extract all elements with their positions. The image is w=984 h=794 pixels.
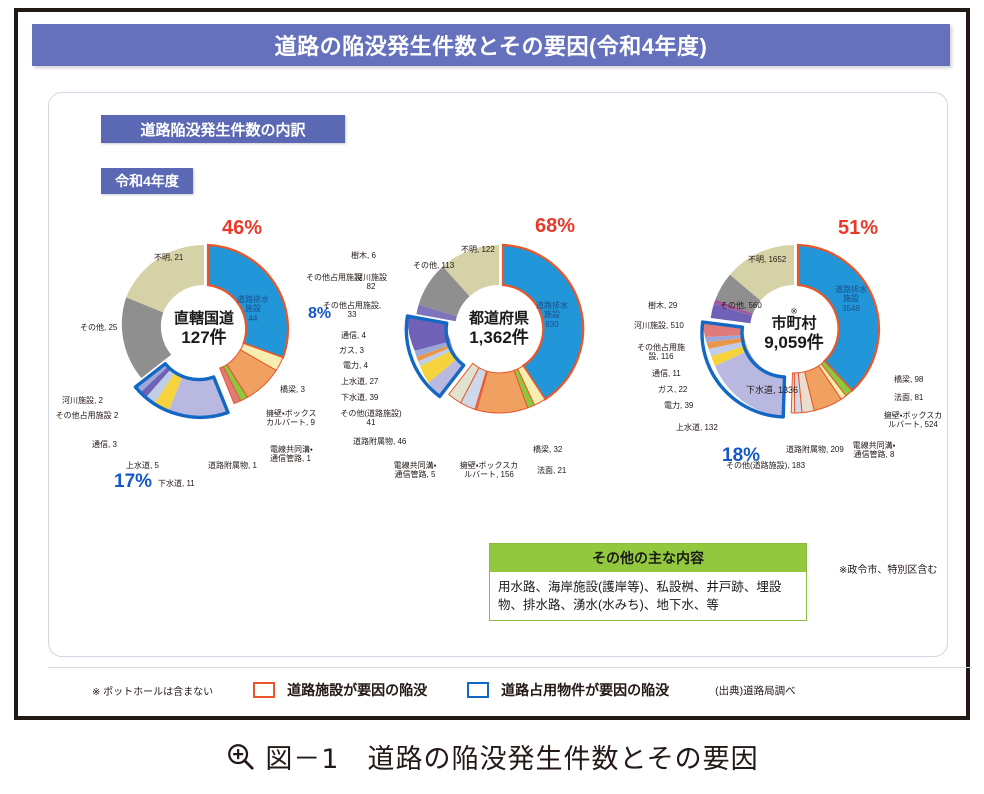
label-gas-municipal: ガス, 22 xyxy=(658,385,688,394)
label-retaining-municipal: 擁壁・ボックスカ ルバート, 524 xyxy=(883,411,943,430)
legend-swatch-road-facility-icon xyxy=(253,682,276,698)
pct-facility-prefecture: 68% xyxy=(535,215,576,237)
label-sewer-municipal: 下水道, 1336 xyxy=(746,385,799,395)
label-slope-prefecture: 法面, 21 xyxy=(537,466,567,475)
donut-municipal-svg xyxy=(700,243,881,419)
legend-pothole-note: ※ ポットホールは含まない xyxy=(92,686,214,698)
pct-facility-municipal: 51% xyxy=(838,217,879,239)
label-conduit-municipal: 電線共同溝・ 通信管路, 8 xyxy=(852,441,896,460)
label-retaining-national: 擁壁・ボックス カルバート, 9 xyxy=(266,409,317,428)
legend-label-road-facility: 道路施設が要因の陥没 xyxy=(287,682,428,698)
label-other-road-prefecture: その他(道路施設) 41 xyxy=(340,409,402,428)
label-bridge-municipal: 橋梁, 98 xyxy=(894,375,924,384)
label-attachment-national: 道路附属物, 1 xyxy=(208,461,257,470)
donut-prefecture-graphic: 都道府県 1,362件 xyxy=(401,231,597,427)
label-other-national: その他, 25 xyxy=(80,323,118,332)
label-slope-municipal: 法面, 81 xyxy=(894,393,924,402)
figure-title-banner: 道路の陥没発生件数とその要因(令和4年度) xyxy=(32,24,950,66)
pct-occupancy-municipal: 18% xyxy=(722,445,761,466)
label-power-prefecture: 電力, 4 xyxy=(343,361,368,370)
donut-municipal-graphic: ※ 市町村 9,059件 xyxy=(696,231,892,427)
pct-other-occupancy-national: 8% xyxy=(308,305,332,322)
label-other-road-occupancy-national: その他占用施設 xyxy=(306,273,362,282)
legend-label-occupancy-object: 道路占用物件が要因の陥没 xyxy=(501,682,670,698)
other-contents-body: 用水路、海岸施設(護岸等)、私設桝、井戸跡、埋設物、排水路、湧水(水みち)、地下… xyxy=(498,580,782,613)
figure-frame: 道路の陥没発生件数とその要因(令和4年度) 道路陥没発生件数の内訳 令和4年度 xyxy=(14,8,972,720)
label-unknown-national: 不明, 21 xyxy=(154,253,184,262)
label-comm-municipal: 通信, 11 xyxy=(652,369,681,378)
breakdown-chip-label: 道路陥没発生件数の内訳 xyxy=(140,121,306,139)
donut-charts-container: 直轄国道 127件 46% 17% 道路排水 施設 44 不明, 21 その他, 2… xyxy=(49,213,949,513)
donut-national-graphic: 直轄国道 127件 xyxy=(106,231,302,427)
label-tree-municipal: 樹木, 29 xyxy=(648,301,678,310)
label-river-prefecture: 河川施設 82 xyxy=(355,273,387,292)
label-attachment-prefecture: 道路附属物, 46 xyxy=(353,437,407,446)
legend-source: (出典)道路局調べ xyxy=(715,684,796,697)
label-conduit-national: 電線共同溝・ 通信管路, 1 xyxy=(270,445,313,464)
legend-divider xyxy=(48,667,972,668)
label-conduit-prefecture: 電線共同溝・ 通信管路, 5 xyxy=(393,461,437,480)
label-waterworks-national: 上水道, 5 xyxy=(126,461,159,470)
donut-chart-municipal: ※ 市町村 9,059件 51% 18% 道路排水 施設 3549 不明, 1652… xyxy=(634,213,944,513)
donut-prefecture-svg xyxy=(404,243,585,414)
label-other-occupancy-prefecture: その他占用施設, 33 xyxy=(322,301,382,320)
label-unknown-municipal: 不明, 1652 xyxy=(748,255,787,264)
label-comm-prefecture: 通信, 4 xyxy=(341,331,366,340)
zoom-in-icon[interactable] xyxy=(225,741,255,771)
content-card: 道路陥没発生件数の内訳 令和4年度 xyxy=(48,92,948,657)
figure-title-text: 道路の陥没発生件数とその要因(令和4年度) xyxy=(274,34,708,59)
label-bridge-national: 橋梁, 3 xyxy=(280,385,305,394)
label-power-municipal: 電力, 39 xyxy=(664,401,694,410)
label-other-prefecture: その他, 113 xyxy=(413,261,455,270)
figure-caption: 図－1 道路の陥没発生件数とその要因 xyxy=(0,726,984,786)
label-other-road-municipal: その他(道路施設), 183 xyxy=(726,461,806,470)
municipal-note: ※政令市、特別区含む xyxy=(839,565,938,576)
label-drainage-municipal: 道路排水 施設 3549 xyxy=(835,285,867,313)
year-chip: 令和4年度 xyxy=(101,168,193,194)
breakdown-chip: 道路陥没発生件数の内訳 xyxy=(101,115,345,143)
label-sewer-prefecture: 下水道, 39 xyxy=(341,393,379,402)
label-sewer-national: 下水道, 11 xyxy=(158,479,195,488)
label-other-municipal: その他, 560 xyxy=(720,301,762,310)
label-gas-prefecture: ガス, 3 xyxy=(339,346,364,355)
year-chip-label: 令和4年度 xyxy=(115,173,179,189)
legend-item-road-facility: 道路施設が要因の陥没 xyxy=(213,680,427,700)
other-contents-box: その他の主な内容 用水路、海岸施設(護岸等)、私設桝、井戸跡、埋設物、排水路、湧… xyxy=(489,543,807,622)
label-unknown-prefecture: 不明, 122 xyxy=(461,245,495,254)
label-river-municipal: 河川施設, 510 xyxy=(634,321,684,330)
legend-item-occupancy-object: 道路占用物件が要因の陥没 xyxy=(427,680,669,700)
label-drainage-prefecture: 道路排水 施設 630 xyxy=(536,301,568,329)
pct-occupancy-national: 17% xyxy=(114,471,153,492)
label-bridge-prefecture: 橋梁, 32 xyxy=(533,445,563,454)
label-comm-national: 通信, 3 xyxy=(92,440,117,449)
label-attachment-municipal: 道路附属物, 209 xyxy=(786,445,844,454)
legend-bar: ※ ポットホールは含まない 道路施設が要因の陥没 道路占用物件が要因の陥没 (出… xyxy=(48,667,972,713)
label-other-occupancy-municipal: その他占用施 設, 116 xyxy=(637,343,685,362)
other-contents-heading: その他の主な内容 xyxy=(490,544,806,572)
label-retaining-prefecture: 擁壁・ボックスカ ルバート, 156 xyxy=(459,461,519,480)
donut-chart-national: 直轄国道 127件 46% 17% 道路排水 施設 44 不明, 21 その他, 2… xyxy=(54,213,362,513)
label-drainage-national: 道路排水 施設 44 xyxy=(237,295,269,323)
label-waterworks-prefecture: 上水道, 27 xyxy=(341,377,379,386)
pct-facility-national: 46% xyxy=(222,217,263,239)
donut-chart-prefecture: 都道府県 1,362件 68% 道路排水 施設 630 不明, 122 その他, 1… xyxy=(323,213,649,513)
figure-caption-text: 図－1 道路の陥没発生件数とその要因 xyxy=(265,743,759,775)
label-other-occupancy-national: その他占用施設 2 xyxy=(55,411,119,420)
legend-swatch-occupancy-icon xyxy=(467,682,490,698)
label-river-national: 河川施設, 2 xyxy=(62,396,103,405)
label-waterworks-municipal: 上水道, 132 xyxy=(676,423,718,432)
donut-national-svg xyxy=(121,243,290,420)
label-tree-prefecture: 樹木, 6 xyxy=(351,251,376,260)
